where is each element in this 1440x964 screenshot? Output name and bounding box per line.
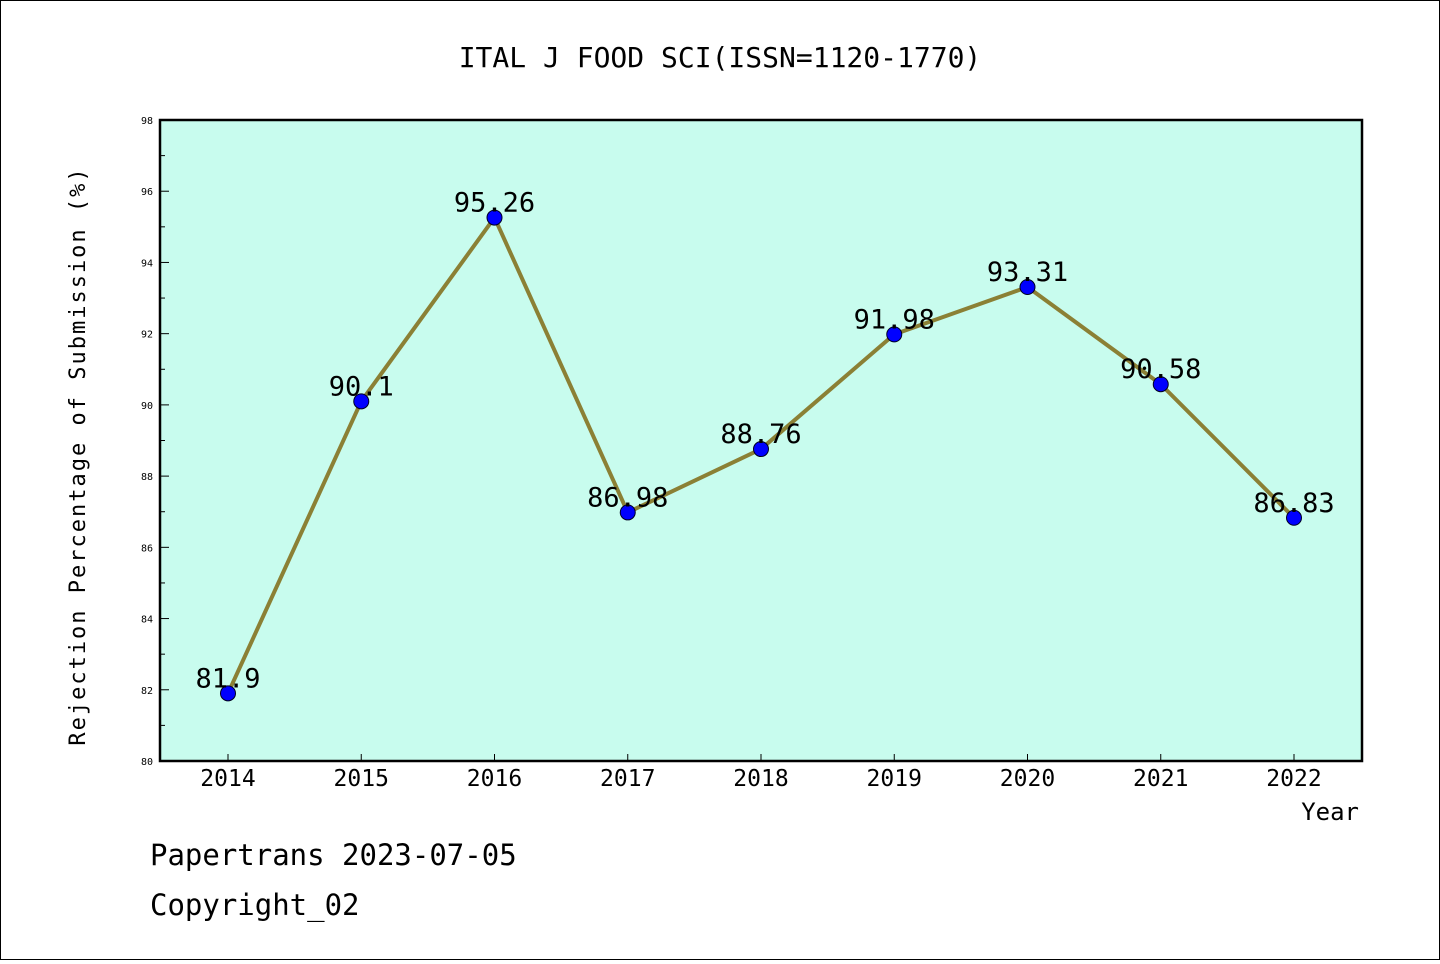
data-point bbox=[1019, 279, 1036, 296]
data-point bbox=[1152, 376, 1169, 393]
y-tick-label: 86 bbox=[141, 543, 153, 554]
y-tick-label: 82 bbox=[141, 686, 153, 697]
x-tick-label: 2017 bbox=[600, 766, 655, 792]
footer-copyright-text: Copyright_02 bbox=[150, 888, 360, 923]
data-point bbox=[353, 393, 370, 410]
x-tick-label: 2021 bbox=[1133, 766, 1188, 792]
x-axis: 2014 2015 2016 2017 2018 2019 2020 2021 2022 bbox=[200, 754, 1322, 792]
chart-title: ITAL J FOOD SCI(ISSN=1120-1770) bbox=[459, 41, 982, 74]
y-tick-label: 94 bbox=[141, 258, 153, 269]
plot-area bbox=[158, 118, 1364, 763]
y-axis: 80 82 84 86 88 90 92 94 96 98 bbox=[141, 116, 169, 768]
data-label: 93.31 bbox=[987, 257, 1068, 288]
x-tick-label: 2015 bbox=[334, 766, 389, 792]
data-point bbox=[220, 685, 236, 702]
y-tick-label: 92 bbox=[141, 330, 153, 341]
data-point bbox=[619, 504, 636, 521]
y-tick-label: 84 bbox=[141, 615, 153, 626]
x-tick-label: 2022 bbox=[1266, 766, 1321, 792]
y-axis-label: Rejection Percentage of Submission (%) bbox=[66, 166, 91, 745]
data-point bbox=[1286, 509, 1302, 526]
x-tick-label: 2014 bbox=[200, 766, 255, 792]
data-label: 81.9 bbox=[195, 663, 260, 694]
y-tick-label: 80 bbox=[141, 757, 153, 768]
data-point bbox=[486, 209, 503, 226]
data-label: 95.26 bbox=[454, 188, 535, 219]
data-label: 88.76 bbox=[720, 419, 801, 450]
x-tick-label: 2016 bbox=[467, 766, 522, 792]
x-axis-label: Year bbox=[1301, 798, 1359, 826]
data-label: 90.1 bbox=[329, 371, 394, 402]
data-label: 91.98 bbox=[854, 304, 935, 335]
y-tick-label: 88 bbox=[141, 472, 153, 483]
x-tick-label: 2018 bbox=[733, 766, 788, 792]
data-label: 86.83 bbox=[1253, 488, 1334, 519]
y-tick-label: 90 bbox=[141, 401, 153, 412]
data-point bbox=[886, 326, 903, 343]
data-point bbox=[753, 441, 769, 458]
data-label: 86.98 bbox=[587, 482, 668, 513]
data-points bbox=[220, 209, 1302, 702]
y-tick-label: 96 bbox=[141, 187, 153, 198]
y-tick-label: 98 bbox=[141, 116, 153, 127]
x-tick-label: 2019 bbox=[867, 766, 922, 792]
x-tick-label: 2020 bbox=[1000, 766, 1055, 792]
data-label: 90.58 bbox=[1120, 354, 1201, 385]
data-labels: 81.9 90.1 95.26 86.98 88.76 91.98 93.31 90.58 86… bbox=[195, 188, 1334, 695]
footer-date-text: Papertrans 2023-07-05 bbox=[150, 838, 517, 872]
